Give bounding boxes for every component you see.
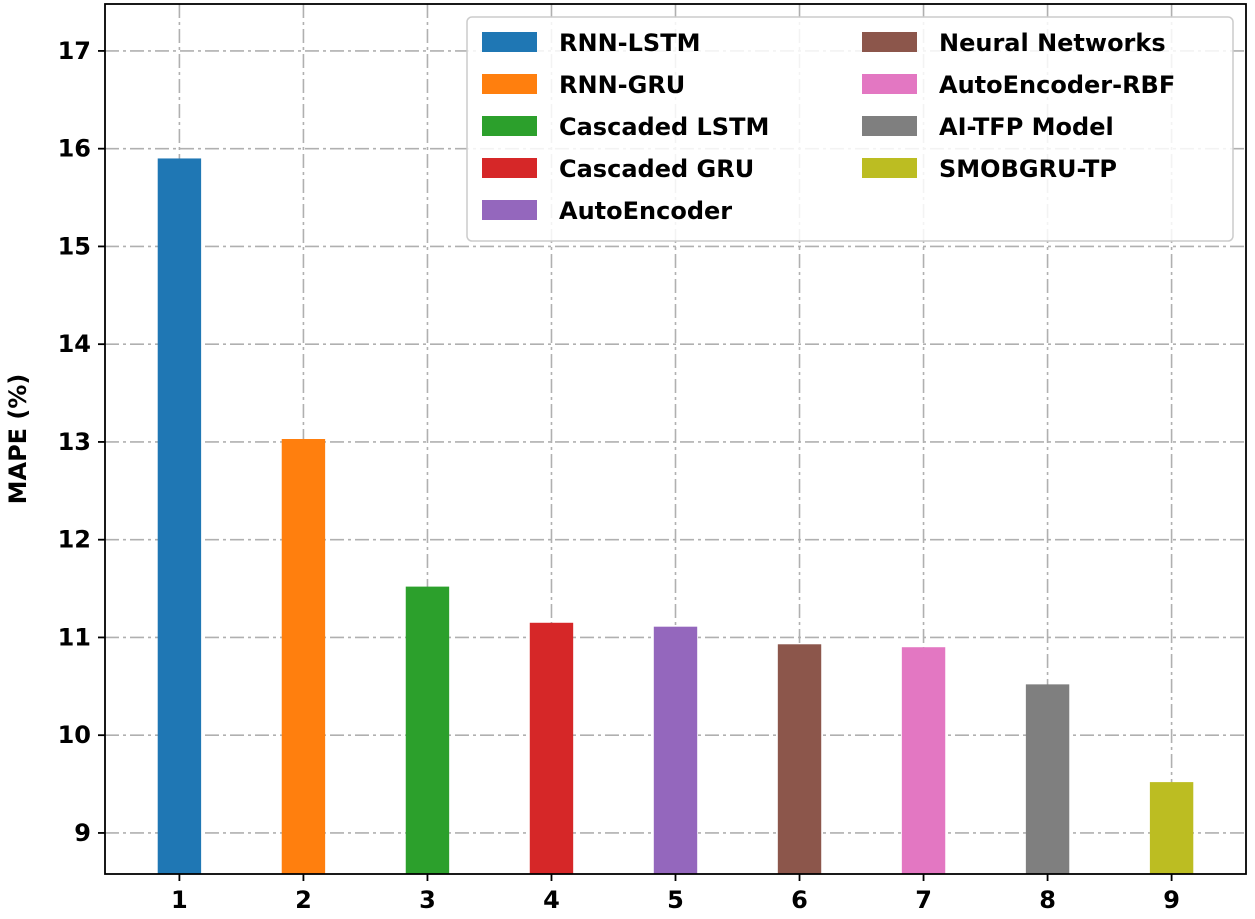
x-tick-label: 3 (419, 886, 436, 914)
bar-smobgru-tp (1149, 782, 1194, 874)
legend-swatch (482, 116, 537, 136)
legend-label: RNN-GRU (559, 71, 685, 99)
y-tick-label: 12 (58, 526, 91, 554)
x-tick-label: 1 (171, 886, 188, 914)
y-tick-label: 14 (58, 330, 91, 358)
x-tick-label: 7 (915, 886, 932, 914)
x-tick-label: 8 (1039, 886, 1056, 914)
legend-label: Cascaded LSTM (559, 113, 769, 141)
legend-swatch (862, 74, 917, 94)
y-tick-label: 9 (74, 819, 91, 847)
legend-swatch (482, 74, 537, 94)
y-tick-label: 13 (58, 428, 91, 456)
legend-swatch (862, 116, 917, 136)
x-tick-label: 5 (667, 886, 684, 914)
bar-cascaded-lstm (405, 586, 450, 874)
legend-swatch (862, 158, 917, 178)
legend-swatch (862, 32, 917, 52)
legend-label: Neural Networks (939, 29, 1166, 57)
legend-swatch (482, 32, 537, 52)
y-tick-label: 17 (58, 37, 91, 65)
x-tick-label: 6 (791, 886, 808, 914)
y-tick-label: 15 (58, 232, 91, 260)
x-tick-label: 2 (295, 886, 312, 914)
legend-label: RNN-LSTM (559, 29, 700, 57)
bar-rnn-gru (281, 439, 326, 874)
bar-rnn-lstm (157, 158, 202, 874)
legend-label: AI-TFP Model (939, 113, 1114, 141)
legend-label: Cascaded GRU (559, 155, 754, 183)
y-tick-label: 16 (58, 135, 91, 163)
legend-swatch (482, 158, 537, 178)
legend-swatch (482, 200, 537, 220)
bar-autoencoder (653, 626, 698, 874)
legend-label: AutoEncoder-RBF (939, 71, 1175, 99)
y-tick-label: 10 (58, 721, 91, 749)
bar-autoencoder-rbf (901, 647, 946, 874)
x-tick-label: 9 (1163, 886, 1180, 914)
y-tick-label: 11 (58, 623, 91, 651)
x-tick-label: 4 (543, 886, 560, 914)
bar-cascaded-gru (529, 622, 574, 874)
y-axis-label: MAPE (%) (4, 374, 32, 505)
legend-label: SMOBGRU-TP (939, 155, 1117, 183)
legend: RNN-LSTM RNN-GRU Cascaded LSTM Cascaded GRU… (466, 16, 1234, 242)
bar-ai-tfp-model (1025, 684, 1070, 874)
bars (157, 158, 1194, 874)
legend-label: AutoEncoder (559, 197, 732, 225)
bar-neural-networks (777, 644, 822, 874)
legend-box (466, 16, 1234, 242)
